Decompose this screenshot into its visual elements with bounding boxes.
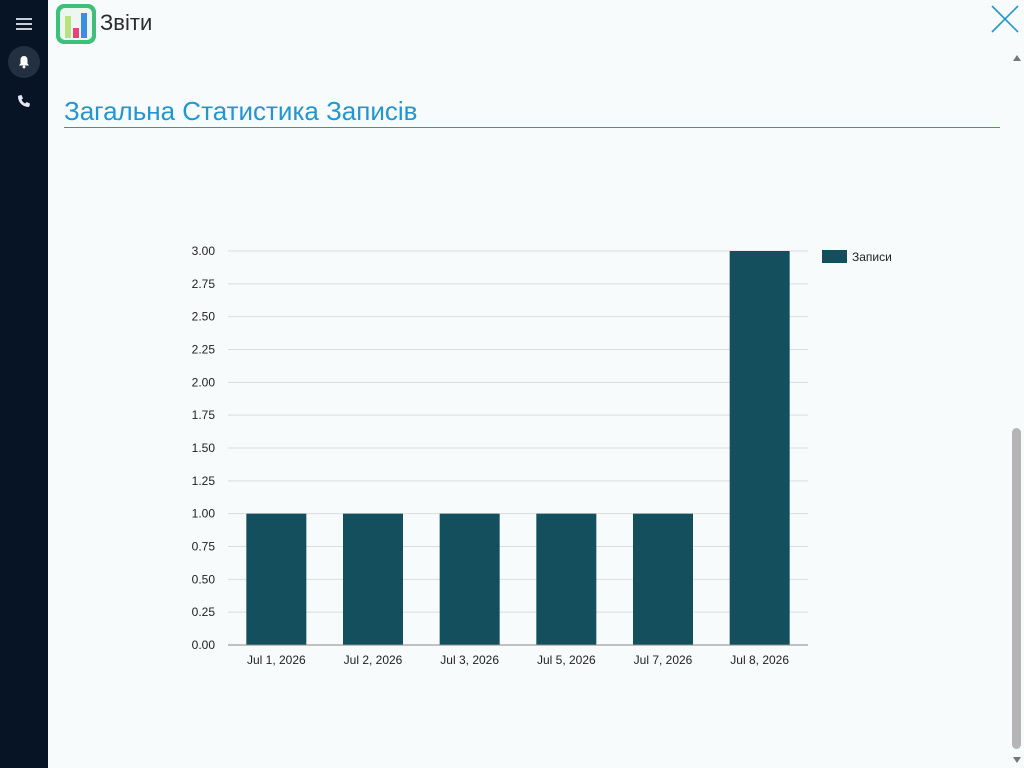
- bar[interactable]: [246, 513, 307, 645]
- phone-button[interactable]: [8, 85, 40, 117]
- bar[interactable]: [536, 513, 597, 645]
- reports-app-logo-icon: [56, 4, 96, 44]
- x-tick-label: Jul 3, 2026: [440, 653, 499, 667]
- y-tick-label: 3.00: [192, 244, 216, 258]
- x-tick-label: Jul 5, 2026: [537, 653, 596, 667]
- scroll-up-arrow-icon[interactable]: [1013, 54, 1021, 62]
- y-tick-label: 1.25: [192, 474, 216, 488]
- y-tick-label: 2.00: [192, 375, 216, 389]
- y-tick-label: 2.75: [192, 277, 216, 291]
- y-tick-label: 0.25: [192, 605, 216, 619]
- phone-icon: [18, 95, 30, 107]
- y-tick-label: 2.50: [192, 310, 216, 324]
- bar[interactable]: [729, 251, 790, 645]
- legend-label: Записи: [852, 250, 892, 264]
- app-title: Звіти: [100, 10, 153, 35]
- scrollbar[interactable]: [1010, 48, 1024, 768]
- menu-button[interactable]: [8, 8, 40, 40]
- sidebar: [0, 0, 48, 768]
- legend-swatch: [822, 250, 847, 263]
- y-tick-label: 2.25: [192, 343, 216, 357]
- notifications-button[interactable]: [8, 46, 40, 78]
- page-title: Загальна Статистика Записів: [64, 95, 1000, 128]
- close-icon[interactable]: [990, 4, 1020, 34]
- bar[interactable]: [343, 513, 403, 645]
- menu-icon: [16, 18, 32, 30]
- y-tick-label: 0.75: [192, 540, 216, 554]
- scroll-thumb[interactable]: [1012, 428, 1021, 749]
- x-tick-label: Jul 8, 2026: [730, 653, 789, 667]
- bar[interactable]: [633, 513, 693, 645]
- y-tick-label: 0.00: [192, 638, 216, 652]
- bell-icon: [19, 56, 29, 69]
- x-tick-label: Jul 7, 2026: [634, 653, 693, 667]
- y-tick-label: 0.50: [192, 572, 216, 586]
- x-tick-label: Jul 1, 2026: [247, 653, 306, 667]
- x-tick-label: Jul 2, 2026: [344, 653, 403, 667]
- y-tick-label: 1.75: [192, 408, 216, 422]
- bar[interactable]: [439, 513, 500, 645]
- y-tick-label: 1.00: [192, 507, 216, 521]
- header: Звіти: [48, 0, 1024, 48]
- y-tick-label: 1.50: [192, 441, 216, 455]
- scroll-down-arrow-icon[interactable]: [1013, 756, 1021, 764]
